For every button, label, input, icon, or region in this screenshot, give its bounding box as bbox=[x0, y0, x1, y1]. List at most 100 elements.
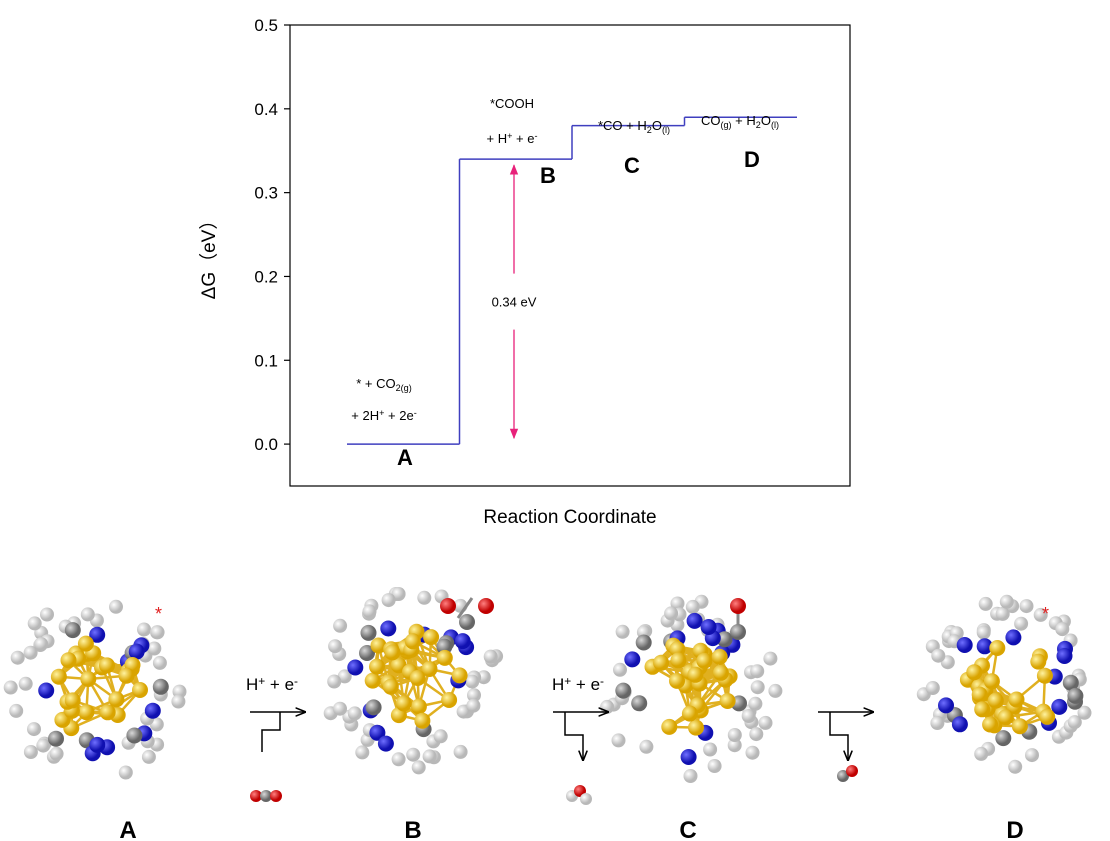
atom bbox=[9, 703, 24, 718]
atom bbox=[680, 749, 697, 765]
atom bbox=[23, 745, 38, 759]
atom bbox=[451, 667, 468, 684]
atom bbox=[1051, 698, 1068, 715]
atom bbox=[696, 652, 713, 669]
text-run: - bbox=[534, 131, 537, 141]
label-backdrop bbox=[474, 273, 554, 330]
atom bbox=[152, 655, 167, 670]
atom bbox=[727, 738, 742, 753]
atom bbox=[18, 676, 33, 691]
atom bbox=[741, 709, 756, 723]
atom bbox=[260, 790, 272, 802]
atom bbox=[391, 752, 406, 767]
atom bbox=[333, 618, 348, 633]
atom bbox=[132, 682, 148, 698]
text-run: CO bbox=[701, 113, 721, 128]
atom bbox=[1062, 674, 1079, 691]
atom bbox=[38, 682, 55, 699]
atom bbox=[974, 746, 989, 761]
bond bbox=[456, 597, 474, 619]
atom bbox=[745, 745, 760, 760]
atom bbox=[250, 790, 262, 802]
state-label: B bbox=[540, 163, 556, 188]
atom bbox=[683, 769, 698, 783]
atom bbox=[359, 645, 375, 661]
atom bbox=[436, 649, 453, 666]
site-mark: * bbox=[155, 604, 162, 624]
atom bbox=[40, 607, 54, 622]
y-tick-label: 0.2 bbox=[254, 267, 278, 286]
atom bbox=[999, 594, 1014, 609]
atom bbox=[34, 637, 49, 652]
atom bbox=[410, 698, 427, 715]
atom bbox=[382, 678, 399, 695]
atom bbox=[688, 719, 704, 736]
atom bbox=[381, 593, 396, 608]
species-label: * + CO2(g) bbox=[356, 376, 412, 393]
atom bbox=[727, 728, 742, 742]
text-run: + 2H bbox=[351, 408, 379, 423]
atom bbox=[409, 670, 426, 686]
atom bbox=[687, 666, 704, 683]
atom bbox=[150, 625, 165, 640]
state-label: D bbox=[744, 147, 760, 172]
atom bbox=[615, 624, 630, 639]
atom bbox=[971, 686, 988, 703]
atom bbox=[147, 641, 162, 656]
atom bbox=[661, 718, 678, 735]
atom bbox=[27, 616, 42, 631]
structure-label: A bbox=[119, 817, 136, 841]
atom bbox=[1067, 715, 1082, 730]
text-run: + e bbox=[512, 131, 534, 146]
text-run: + 2e bbox=[384, 408, 413, 423]
atom bbox=[414, 712, 431, 729]
atom bbox=[1005, 629, 1022, 646]
atom bbox=[580, 793, 592, 805]
species-label: + 2H+ + 2e- bbox=[351, 408, 416, 423]
species-label: + H+ + e- bbox=[487, 131, 538, 146]
atom bbox=[1077, 705, 1092, 720]
text-run: + bbox=[564, 674, 571, 688]
atom bbox=[664, 606, 679, 621]
atom bbox=[976, 638, 993, 655]
state-label: C bbox=[624, 153, 640, 178]
atom bbox=[1008, 691, 1025, 708]
branch bbox=[564, 712, 583, 760]
atom bbox=[369, 658, 385, 675]
species-label: *COOH bbox=[490, 96, 534, 111]
atom bbox=[327, 674, 342, 689]
atom bbox=[749, 727, 764, 742]
atom bbox=[80, 671, 97, 687]
site-mark: * bbox=[1042, 604, 1049, 624]
text-run: *CO + H bbox=[598, 118, 647, 133]
text-run: + bbox=[258, 674, 265, 688]
atom bbox=[80, 607, 95, 622]
atom bbox=[467, 688, 481, 703]
atom bbox=[1039, 708, 1056, 725]
state-label: A bbox=[397, 445, 413, 470]
text-run: H bbox=[552, 675, 564, 694]
text-run: + bbox=[507, 131, 512, 141]
text-run: (g) bbox=[720, 120, 731, 130]
scheme: * *H+ + e- H+ + e-A B C D bbox=[3, 587, 1092, 841]
atom bbox=[270, 790, 282, 802]
atom bbox=[144, 702, 161, 719]
atom bbox=[364, 672, 381, 689]
text-run: + H bbox=[732, 113, 756, 128]
atom bbox=[670, 652, 687, 669]
atom bbox=[465, 674, 480, 689]
atom bbox=[365, 699, 382, 716]
atom bbox=[966, 664, 983, 681]
atom bbox=[441, 692, 458, 708]
atom bbox=[483, 649, 498, 664]
atom bbox=[837, 770, 849, 782]
text-run: (l) bbox=[771, 120, 779, 130]
atom bbox=[391, 587, 406, 601]
atom bbox=[423, 629, 440, 646]
atom bbox=[454, 633, 471, 650]
atom bbox=[1014, 616, 1029, 631]
text-run: 2 bbox=[756, 120, 761, 130]
atom bbox=[77, 635, 94, 652]
structure-label: D bbox=[1006, 817, 1023, 841]
step-label: H+ + e- bbox=[246, 674, 298, 694]
